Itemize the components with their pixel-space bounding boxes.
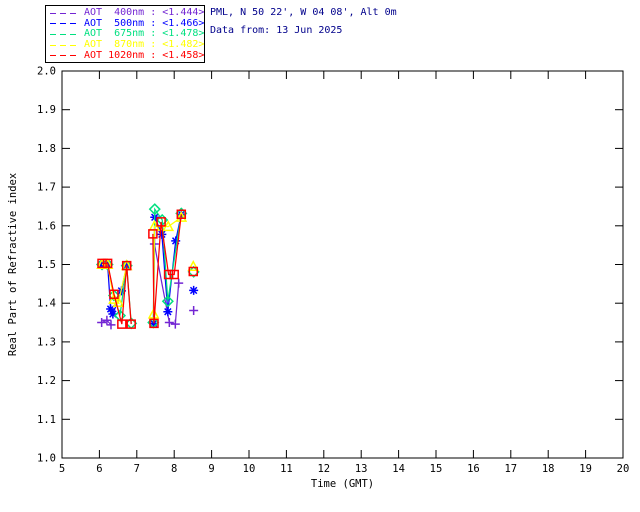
data-point-marker-plus [189, 306, 199, 316]
axes [61, 70, 624, 459]
data-point-marker-triangle [175, 210, 188, 222]
legend-dash-400nm [50, 12, 78, 14]
data-point-marker-square [169, 269, 179, 280]
x-tick-label: 19 [579, 463, 592, 475]
x-tick-label: 10 [243, 463, 256, 475]
x-tick-label: 7 [134, 463, 140, 475]
data-point-marker-square [149, 318, 159, 329]
x-tick-label: 13 [355, 463, 368, 475]
legend-item-1020nm: AOT 1020nm : <1.458> [50, 49, 205, 61]
x-tick-label: 11 [280, 463, 293, 475]
x-tick-label: 12 [317, 463, 330, 475]
data-point-marker-plus [106, 320, 116, 330]
y-tick-label: 1.2 [37, 375, 56, 387]
data-point-marker-plus [97, 318, 107, 328]
data-point-marker-plus [174, 278, 184, 288]
x-tick-label: 20 [617, 463, 630, 475]
data-point-marker-asterisk [163, 307, 173, 317]
data-point-marker-triangle [187, 260, 200, 271]
data-point-marker-square [176, 209, 187, 219]
legend-dash-675nm [50, 33, 78, 35]
data-point-marker-square [188, 266, 199, 277]
x-axis-title: Time (GMT) [311, 478, 374, 490]
legend-label-870nm: AOT 870nm : <1.482> [84, 39, 205, 51]
header-site-line: PML, N 50 22', W 04 08', Alt 0m [210, 7, 397, 18]
y-tick-label: 1.0 [37, 453, 56, 465]
y-tick-label: 2.0 [37, 66, 56, 78]
data-point-marker-asterisk [189, 285, 199, 295]
data-point-marker-plus [102, 315, 112, 325]
data-point-marker-square [102, 258, 113, 269]
y-axis-title: Real Part of Refractive index [7, 173, 19, 356]
data-point-marker-diamond [148, 203, 161, 216]
data-point-marker-square [117, 319, 127, 329]
x-tick-label: 17 [504, 463, 517, 475]
data-point-marker-square [148, 229, 158, 239]
y-tick-label: 1.4 [37, 298, 56, 310]
legend-label-400nm: AOT 400nm : <1.444> [84, 7, 205, 19]
legend-label-1020nm: AOT 1020nm : <1.458> [84, 49, 205, 61]
series-aot-1020nm [97, 209, 199, 329]
x-tick-label: 8 [171, 463, 177, 475]
header-date-line: Data from: 13 Jun 2025 [210, 25, 343, 36]
data-point-marker-square [109, 289, 119, 300]
data-point-marker-diamond [161, 295, 174, 308]
legend-item-500nm: AOT 500nm : <1.466> [50, 17, 205, 30]
legend-label-500nm: AOT 500nm : <1.466> [84, 17, 205, 29]
axis-labels: 5 6 7 8 9 10 11 12 13 14 15 16 17 18 19 20 1.0 1.1 1.2 1.3 1… [7, 66, 629, 491]
series-line [152, 214, 182, 324]
legend-item-870nm: AOT 870nm : <1.482> [50, 39, 205, 51]
y-tick-label: 1.1 [37, 414, 56, 426]
x-tick-label: 16 [467, 463, 480, 475]
x-tick-label: 18 [542, 463, 555, 475]
legend-item-400nm: AOT 400nm : <1.444> [50, 7, 205, 19]
y-tick-label: 1.3 [37, 336, 56, 348]
data-point-marker-square [121, 260, 132, 271]
legend-item-675nm: AOT 675nm : <1.478> [50, 28, 205, 40]
x-tick-label: 6 [96, 463, 102, 475]
x-tick-label: 15 [430, 463, 443, 475]
legend-dash-500nm [50, 23, 78, 25]
plot-frame [61, 70, 624, 459]
x-tick-label: 9 [208, 463, 214, 475]
legend-dash-1020nm [50, 55, 78, 57]
data-point-marker-square [126, 319, 136, 329]
x-tick-label: 14 [392, 463, 405, 475]
x-tick-label: 5 [59, 463, 65, 475]
data-point-marker-square [156, 217, 166, 227]
data-point-marker-asterisk [171, 236, 181, 246]
y-tick-label: 1.7 [37, 182, 56, 194]
y-tick-label: 1.5 [37, 259, 56, 271]
data-point-marker-asterisk [106, 304, 116, 314]
data-point-marker-plus [164, 318, 174, 328]
data-point-marker-triangle [162, 220, 175, 232]
y-tick-label: 1.8 [37, 143, 56, 155]
legend-dash-870nm [50, 44, 78, 46]
legend-box: AOT 400nm : <1.444> AOT 500nm : <1.466> AO… [45, 5, 205, 63]
series-line [153, 243, 180, 325]
y-tick-label: 1.6 [37, 220, 56, 232]
data-point-marker-plus [170, 319, 180, 329]
y-tick-label: 1.9 [37, 104, 56, 116]
legend-label-675nm: AOT 675nm : <1.478> [84, 28, 205, 40]
data-point-marker-asterisk [157, 229, 167, 239]
data-point-marker-asterisk [108, 309, 118, 319]
